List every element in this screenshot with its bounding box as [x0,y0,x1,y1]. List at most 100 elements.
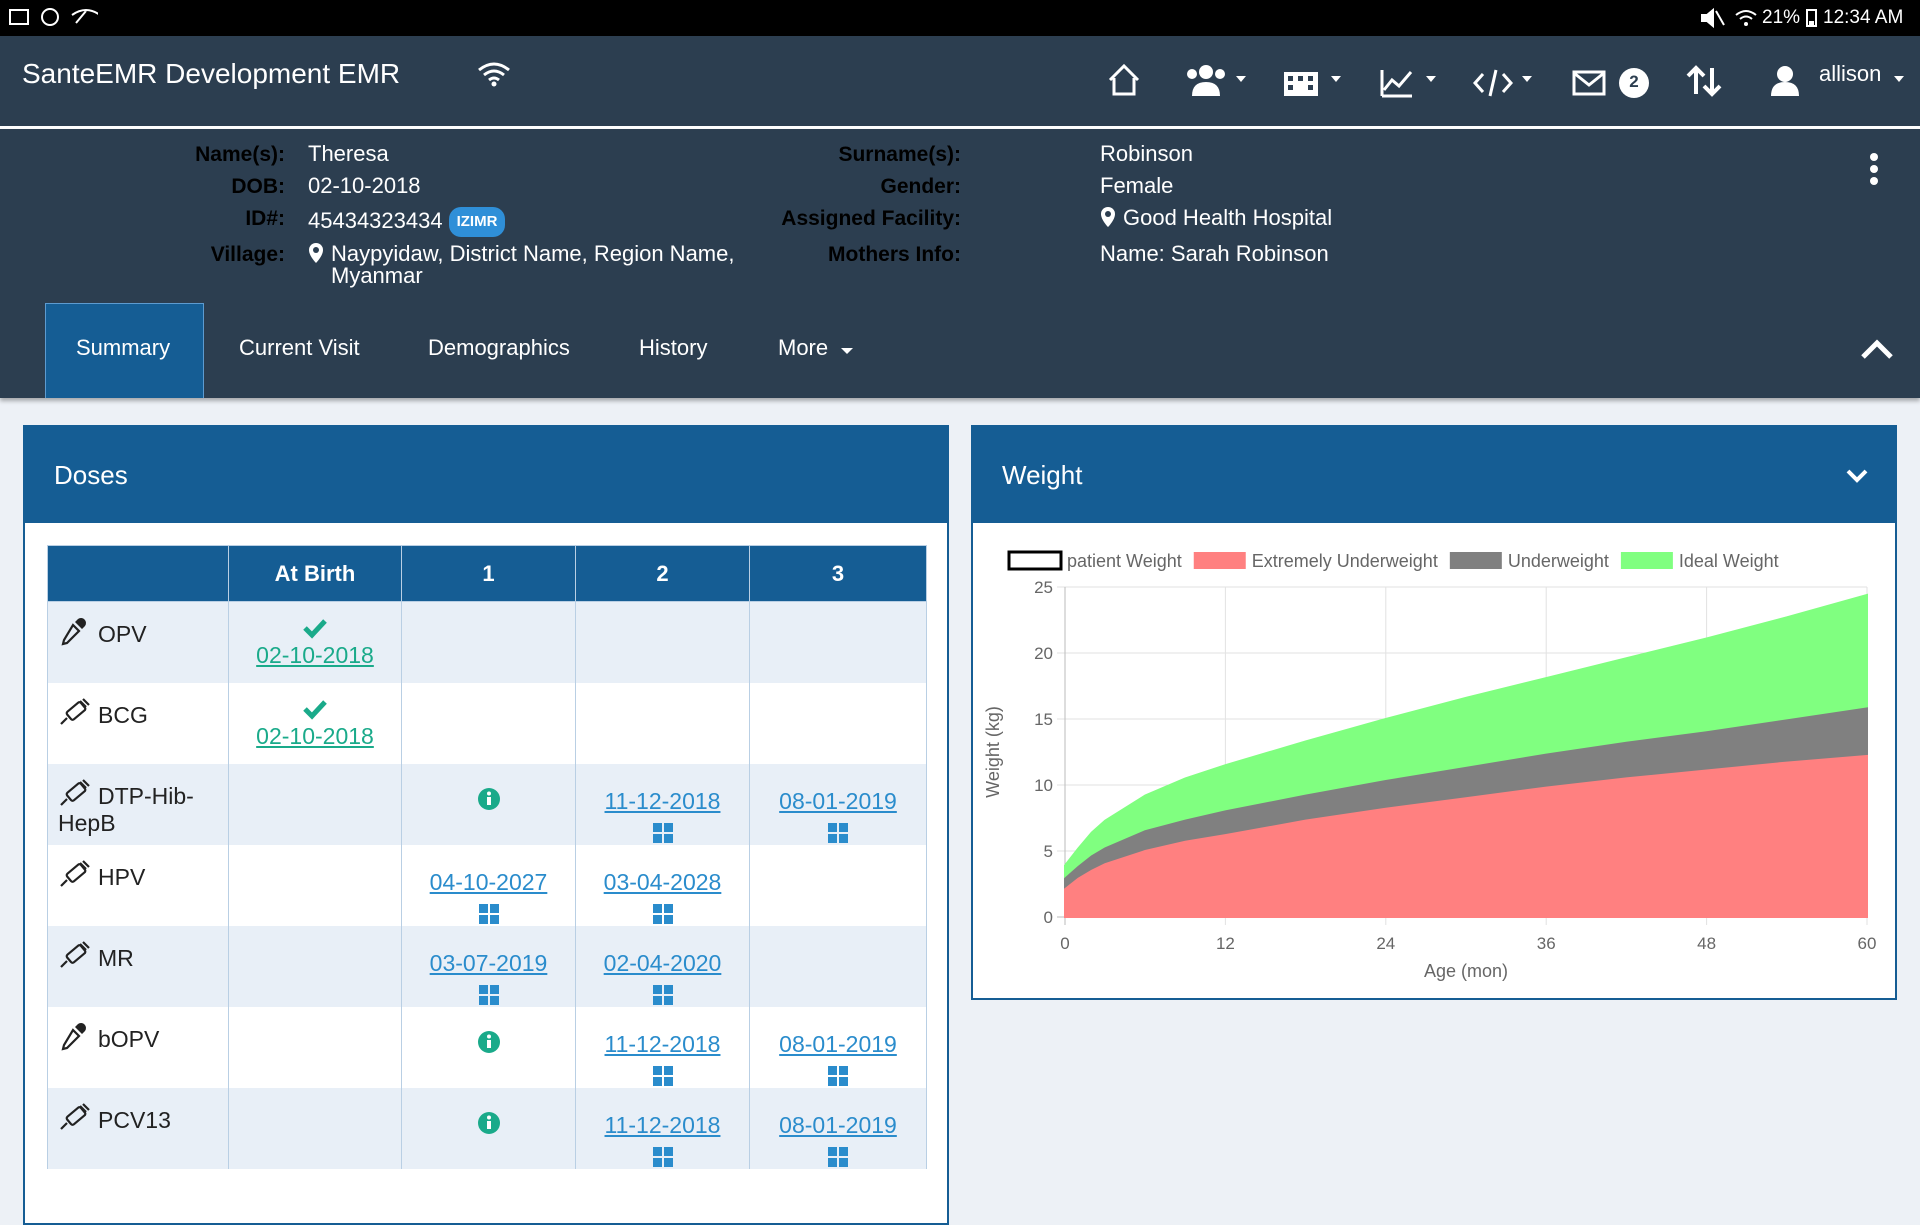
vaccine-name: BCG [98,701,148,728]
dose-date[interactable]: 08-01-2019 [779,1111,897,1138]
field-text: Female [1100,173,1174,198]
tab[interactable]: Current Visit [239,335,360,360]
dose-date[interactable]: 02-10-2018 [256,642,374,668]
dose-date[interactable]: 11-12-2018 [604,787,721,814]
field-value: Naypyidaw, District Name, Region Name, M… [308,243,768,287]
dose-date[interactable]: 03-04-2028 [603,868,722,895]
dose-cell [228,763,402,845]
dose-date[interactable]: 03-07-2019 [429,949,548,976]
field-text: Naypyidaw, District Name, Region Name, M… [331,241,735,288]
schedule-icon [828,1146,848,1167]
dose-date[interactable]: 08-01-2019 [779,1030,897,1057]
field-label: Mothers Info: [828,243,961,266]
x-tick-label: 0 [1060,934,1069,953]
collapse-button[interactable] [1860,337,1894,361]
dose-cell [575,601,750,683]
dose-cell [401,763,576,845]
kebab-menu[interactable] [1864,151,1884,191]
legend-label: Ideal Weight [1679,551,1779,571]
nav-icons[interactable] [1100,54,1920,110]
dose-row: DTP-Hib-HepB 11-12-2018 08-01-2019 [47,763,927,845]
field-text: Name: Sarah Robinson [1100,241,1329,266]
header-cell: 3 [749,545,927,602]
field-value: 45434323434 IZIMR [308,207,768,237]
vaccine-cell: bOPV [47,1006,229,1088]
header-cell: 2 [575,545,750,602]
expand-chevron[interactable] [1845,467,1869,485]
vaccine-name: bOPV [98,1025,160,1052]
legend-label: Extremely Underweight [1252,551,1438,571]
dose-date[interactable]: 02-10-2018 [256,722,374,749]
header-cell: 1 [401,545,576,602]
field-value: Name: Sarah Robinson [1100,243,1560,265]
dose-cell [749,925,927,1007]
dose-cell [228,1087,402,1169]
vaccine-icon [60,859,90,887]
schedule-icon [828,822,848,843]
dose-date[interactable]: 08-01-2019 [779,787,897,814]
field-label: DOB: [231,175,285,198]
status-bar: 21% 12:34 AM [0,0,1920,36]
field-label: Surname(s): [838,143,961,166]
info-icon [477,787,500,810]
legend-label: patient Weight [1067,551,1182,571]
field-label: Assigned Facility: [781,207,961,230]
vaccine-cell: PCV13 [47,1087,229,1169]
brand[interactable]: SanteEMR Development EMR [22,58,401,89]
dose-date[interactable]: 11-12-2018 [604,1111,721,1138]
field-label: ID#: [245,207,285,230]
field-text: 02-10-2018 [308,173,421,198]
y-tick-label: 5 [1044,842,1053,861]
dose-cell [749,682,927,764]
panel-title: Doses [25,427,947,523]
field-text: Theresa [308,141,389,166]
tab[interactable]: History [639,335,708,360]
tab[interactable]: More [778,335,829,360]
clock: 12:34 AM [1823,7,1904,28]
battery: 21% [1762,7,1801,28]
dose-date[interactable]: 04-10-2027 [429,868,548,895]
dose-cell [228,925,402,1007]
dose-date[interactable]: 02-04-2020 [603,949,722,976]
field-value: Female [1100,175,1560,197]
field-value: 02-10-2018 [308,175,768,197]
legend-swatch [1007,550,1063,571]
schedule-icon [652,822,673,843]
dose-row: OPV 02-10-2018 [47,601,927,683]
vaccine-cell: MR [47,925,229,1007]
dose-cell: 11-12-2018 [575,1006,750,1088]
x-tick-label: 60 [1858,934,1877,953]
dose-cell: 08-01-2019 [749,763,927,845]
vaccine-cell: BCG [47,682,229,764]
pin-icon [1101,207,1115,227]
dose-cell: 03-04-2028 [575,844,750,926]
dose-date[interactable]: 11-12-2018 [604,1030,721,1057]
tab[interactable]: Summary [76,335,171,360]
field-label: Gender: [880,175,961,198]
field-value: Robinson [1100,143,1560,165]
series-area [1064,754,1868,918]
field-text: Good Health Hospital [1123,205,1333,230]
dose-cell: 11-12-2018 [575,763,750,845]
dose-row: bOPV 11-12-2018 08-01-2019 [47,1006,927,1088]
vaccine-icon [61,618,86,646]
weight-chart: 0 5 10 15 20 25 0 12 24 36 48 60 Age (mon) Weight (kg… [983,550,1877,981]
vaccine-cell: OPV [47,601,229,683]
schedule-icon [652,1146,673,1167]
x-tick-label: 24 [1376,934,1395,953]
legend-label: Underweight [1508,551,1609,571]
legend-swatch [1449,552,1502,569]
y-tick-label: 15 [1034,710,1053,729]
tab[interactable]: Demographics [428,335,570,360]
field-text: Robinson [1100,141,1193,166]
user-name[interactable]: allison [1819,61,1882,86]
dose-row: MR 03-07-2019 02-04-2020 [47,925,927,1007]
y-tick-label: 10 [1034,776,1053,795]
dose-row: BCG 02-10-2018 [47,682,927,764]
y-tick-label: 0 [1044,908,1053,927]
vaccine-icon [60,778,90,806]
vaccine-name: DTP-Hib-HepB [58,782,194,836]
dose-cell [401,682,576,764]
badge: IZIMR [448,207,506,237]
x-tick-label: 12 [1216,934,1235,953]
